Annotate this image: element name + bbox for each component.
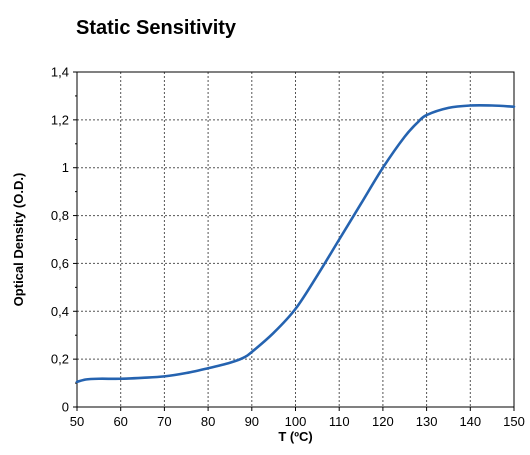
x-tick-label: 120 xyxy=(372,414,394,429)
x-tick-label: 50 xyxy=(70,414,84,429)
y-tick-label: 0,6 xyxy=(51,256,69,271)
x-tick-label: 90 xyxy=(245,414,259,429)
chart-title: Static Sensitivity xyxy=(76,17,237,39)
y-tick-label: 0,2 xyxy=(51,352,69,367)
x-tick-label: 130 xyxy=(416,414,438,429)
y-tick-label: 1,4 xyxy=(51,65,69,80)
x-tick-label: 60 xyxy=(113,414,127,429)
series xyxy=(75,103,516,384)
y-tick-labels: 0 0,2 0,4 0,6 0,8 1 1,2 1,4 xyxy=(51,65,69,415)
y-tick-label: 0,8 xyxy=(51,208,69,223)
gridlines xyxy=(77,72,514,407)
x-axis-label: T (ºC) xyxy=(278,429,312,444)
x-tick-label: 150 xyxy=(503,414,525,429)
x-tick-label: 140 xyxy=(459,414,481,429)
x-tick-label: 100 xyxy=(285,414,307,429)
x-tick-label: 110 xyxy=(329,414,350,429)
y-tick-label: 1 xyxy=(62,160,69,175)
x-tick-labels: 50 60 70 80 90 100 110 120 130 140 150 xyxy=(70,414,525,429)
series-line xyxy=(75,103,516,384)
x-tick-label: 80 xyxy=(201,414,215,429)
x-tick-label: 70 xyxy=(157,414,171,429)
y-axis-label: Optical Density (O.D.) xyxy=(11,173,26,307)
y-tick-label: 1,2 xyxy=(51,112,69,127)
y-tick-label: 0,4 xyxy=(51,304,69,319)
tick-marks xyxy=(73,71,515,411)
y-tick-label: 0 xyxy=(62,400,69,415)
